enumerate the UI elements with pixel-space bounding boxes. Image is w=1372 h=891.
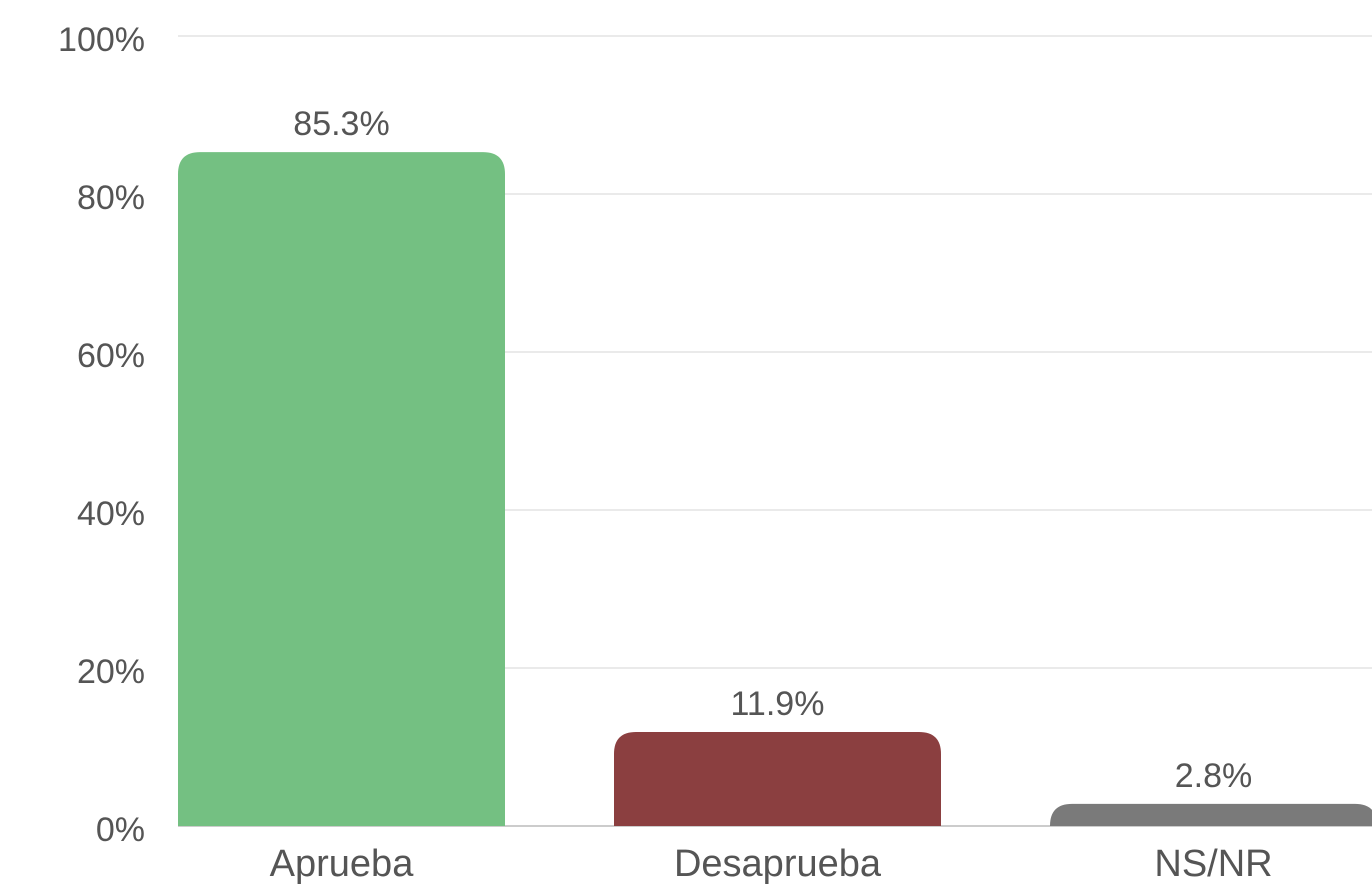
x-tick-label: Aprueba — [270, 843, 415, 885]
y-tick-label: 100% — [58, 21, 145, 59]
value-label: 11.9% — [731, 685, 825, 723]
value-label: 85.3% — [293, 105, 389, 143]
y-tick-label: 60% — [77, 337, 145, 375]
y-tick-label: 0% — [96, 811, 145, 849]
x-tick-label: Desaprueba — [674, 843, 882, 885]
y-tick-label: 40% — [77, 495, 145, 533]
bar — [178, 152, 505, 826]
value-label: 2.8% — [1175, 757, 1253, 795]
y-tick-label: 20% — [77, 653, 145, 691]
bar — [614, 731, 941, 826]
bar — [1050, 803, 1372, 826]
y-tick-label: 80% — [77, 179, 145, 217]
x-tick-label: NS/NR — [1154, 843, 1272, 885]
